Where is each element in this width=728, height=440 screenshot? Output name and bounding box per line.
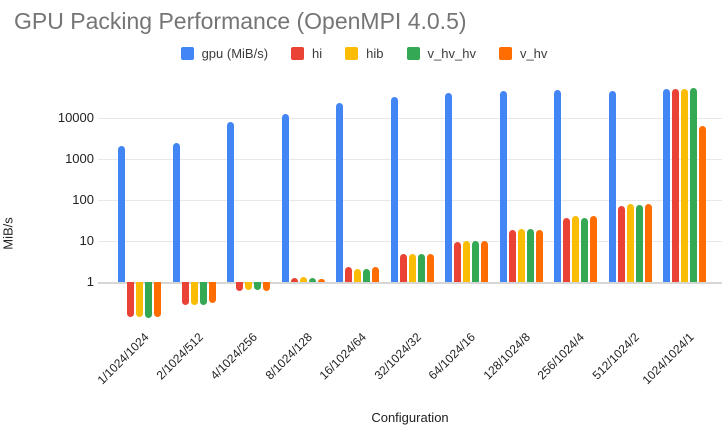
- bar[interactable]: [390, 97, 398, 282]
- bar[interactable]: [281, 114, 289, 282]
- y-tick-label: 1000: [65, 151, 94, 166]
- bar[interactable]: [608, 91, 616, 282]
- bar[interactable]: [236, 282, 243, 292]
- bar[interactable]: [118, 145, 125, 282]
- bar[interactable]: [127, 282, 134, 317]
- x-tick-label: 4/1024/256: [208, 330, 261, 383]
- legend-swatch-icon: [406, 46, 420, 60]
- x-tick-label: 16/1024/64: [317, 330, 370, 383]
- legend-swatch-icon: [180, 46, 194, 60]
- legend-label: v_hv_hv: [427, 45, 476, 61]
- legend-label: v_hv: [519, 45, 548, 61]
- bar[interactable]: [554, 90, 561, 282]
- x-tick-label: 8/1024/128: [262, 330, 315, 383]
- chart-title: GPU Packing Performance (OpenMPI 4.0.5): [14, 8, 467, 34]
- bar[interactable]: [190, 282, 198, 305]
- legend-swatch-icon: [291, 46, 305, 60]
- bar[interactable]: [581, 218, 588, 282]
- bar[interactable]: [617, 205, 625, 282]
- bar[interactable]: [463, 241, 470, 282]
- bar[interactable]: [535, 229, 543, 282]
- bar[interactable]: [635, 205, 643, 282]
- bar[interactable]: [308, 278, 316, 282]
- bar[interactable]: [563, 218, 570, 282]
- bar[interactable]: [508, 229, 516, 282]
- legend-item-hi[interactable]: hi: [291, 46, 322, 61]
- bar[interactable]: [572, 216, 579, 282]
- x-tick-label: 1024/1024/1: [639, 330, 697, 388]
- bar[interactable]: [317, 278, 325, 282]
- legend-label: hib: [366, 45, 384, 61]
- bar[interactable]: [644, 204, 652, 282]
- bar[interactable]: [399, 254, 407, 282]
- bar[interactable]: [336, 103, 343, 282]
- bar[interactable]: [354, 268, 361, 282]
- legend-item-v-hv-hv[interactable]: v_hv_hv: [406, 45, 476, 61]
- legend: gpu (MiB/s) hi hib v_hv_hv v_hv: [0, 45, 728, 61]
- legend-item-gpu-mib-s[interactable]: gpu (MiB/s): [180, 45, 269, 61]
- legend-item-hib[interactable]: hib: [345, 45, 384, 61]
- bar[interactable]: [227, 121, 234, 282]
- bar[interactable]: [363, 268, 370, 282]
- bar[interactable]: [345, 267, 352, 282]
- legend-swatch-icon: [498, 46, 512, 60]
- bar[interactable]: [172, 142, 180, 282]
- x-tick-label: 32/1024/32: [371, 330, 424, 383]
- bar[interactable]: [517, 228, 525, 282]
- bar[interactable]: [626, 204, 634, 282]
- bar[interactable]: [290, 278, 298, 282]
- bar[interactable]: [690, 87, 697, 282]
- bar[interactable]: [245, 282, 252, 290]
- bar[interactable]: [263, 282, 270, 292]
- gridline: [98, 159, 722, 160]
- bar[interactable]: [499, 91, 507, 282]
- bar[interactable]: [181, 282, 189, 305]
- y-axis-title: MiB/s: [0, 217, 16, 250]
- bar[interactable]: [145, 282, 152, 319]
- bar[interactable]: [681, 88, 688, 282]
- x-tick-label: 2/1024/512: [153, 330, 206, 383]
- x-tick-label: 128/1024/8: [480, 330, 533, 383]
- y-tick-label: 10000: [57, 110, 94, 125]
- x-tick-label: 64/1024/16: [426, 330, 479, 383]
- baseline-gridline: [98, 282, 722, 284]
- bar[interactable]: [472, 241, 479, 282]
- bar[interactable]: [481, 241, 488, 282]
- y-tick-label: 100: [72, 192, 94, 207]
- y-tick-label: 1: [86, 274, 94, 289]
- bar[interactable]: [199, 282, 207, 306]
- plot-area: [98, 85, 722, 325]
- bar[interactable]: [372, 267, 379, 282]
- x-tick-label: 512/1024/2: [589, 330, 642, 383]
- x-axis-title: Configuration: [371, 410, 449, 425]
- bar[interactable]: [417, 254, 425, 282]
- x-tick-label: 256/1024/4: [535, 330, 588, 383]
- bar[interactable]: [526, 228, 534, 282]
- bar[interactable]: [136, 282, 143, 317]
- bar[interactable]: [208, 282, 216, 304]
- bar[interactable]: [299, 277, 307, 282]
- legend-item-v-hv[interactable]: v_hv: [498, 45, 548, 61]
- legend-label: hi: [312, 45, 323, 61]
- bar[interactable]: [408, 254, 416, 282]
- gridline: [98, 118, 722, 119]
- x-tick-label: 1/1024/1024: [94, 330, 152, 388]
- legend-label: gpu (MiB/s): [201, 45, 269, 61]
- bar[interactable]: [454, 241, 461, 282]
- bar[interactable]: [590, 216, 597, 282]
- gridline: [98, 241, 722, 242]
- bar[interactable]: [426, 253, 434, 282]
- y-tick-label: 10: [79, 233, 94, 248]
- bar[interactable]: [663, 89, 670, 282]
- bar[interactable]: [672, 88, 679, 282]
- gridline: [98, 200, 722, 201]
- legend-swatch-icon: [345, 46, 359, 60]
- bar[interactable]: [699, 126, 706, 282]
- bar[interactable]: [254, 282, 261, 290]
- bar[interactable]: [445, 92, 452, 282]
- bar[interactable]: [154, 282, 161, 317]
